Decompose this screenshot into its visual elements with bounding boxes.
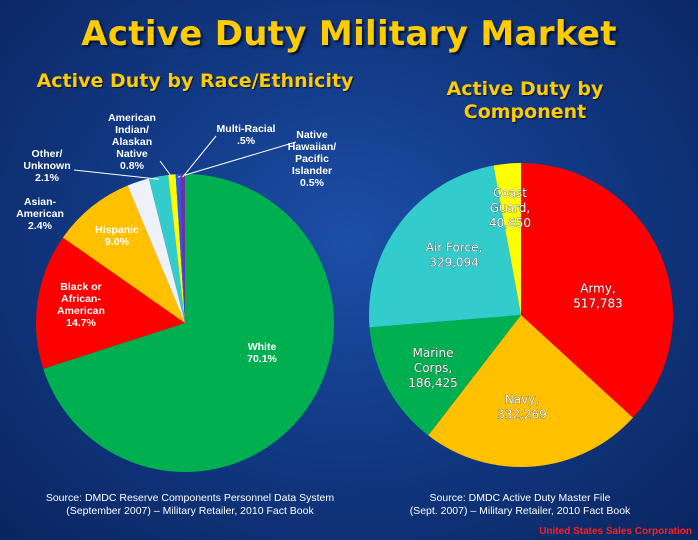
component-label-marine: Marine Corps, 186,425 (408, 346, 458, 390)
race-source-line-2: (September 2007) – Military Retailer, 20… (66, 505, 314, 517)
race-label-black-or: Black or African-American 14.7% (57, 281, 105, 329)
race-slice-multi-racial (180, 173, 185, 323)
component-source-line-2: (Sept. 2007) – Military Retailer, 2010 F… (409, 505, 631, 517)
race-label-multi-racial: Multi-Racial .5% (217, 123, 276, 147)
component-slice-air-force (368, 165, 521, 328)
component-slice-marine (369, 315, 521, 436)
race-slice-white (43, 174, 335, 473)
component-label-navy: Navy, 332,269 (497, 393, 547, 422)
race-leader-other (73, 169, 160, 180)
race-source-line-1: Source: DMDC Reserve Components Personne… (45, 492, 335, 504)
race-leader-native (177, 141, 297, 178)
race-chart-title: Active Duty by Race/Ethnicity (36, 70, 354, 92)
component-label-coast: Coast Guard, 40,650 (489, 186, 531, 230)
race-slice-other (148, 174, 185, 323)
race-label-hispanic: Hispanic 9.0% (95, 224, 139, 248)
race-label-other: Other/Unknown 2.1% (23, 148, 70, 184)
component-slice-coast (493, 163, 521, 315)
race-label-native: Native Hawaiian/Pacific Islander 0.5% (288, 129, 337, 189)
race-label-white: White 70.1% (247, 341, 277, 365)
component-chart-title: Active Duty by Component (446, 78, 604, 123)
race-slice-asian (127, 178, 185, 323)
component-chart-source: Source: DMDC Active Duty Master File (Se… (370, 492, 670, 518)
race-leader-multi-racial (182, 135, 217, 178)
company-credit: United States Sales Corporation (539, 526, 692, 537)
race-chart-source: Source: DMDC Reserve Components Personne… (20, 492, 360, 518)
race-label-american: American Indian/Alaskan Native 0.8% (108, 112, 156, 172)
race-leader-american (159, 160, 173, 178)
race-slice-native (175, 174, 185, 323)
component-label-army: Army, 517,783 (573, 282, 623, 311)
race-slice-american (168, 174, 185, 323)
page-title: Active Duty Military Market (81, 14, 617, 54)
component-label-air-force: Air Force, 329,094 (426, 241, 483, 270)
component-source-line-1: Source: DMDC Active Duty Master File (429, 492, 611, 504)
race-slice-black-or (36, 237, 186, 369)
race-label-asian: Asian-American 2.4% (16, 196, 64, 232)
race-slice-hispanic (62, 185, 185, 323)
component-slice-navy (428, 315, 633, 468)
component-slice-army (521, 163, 674, 418)
